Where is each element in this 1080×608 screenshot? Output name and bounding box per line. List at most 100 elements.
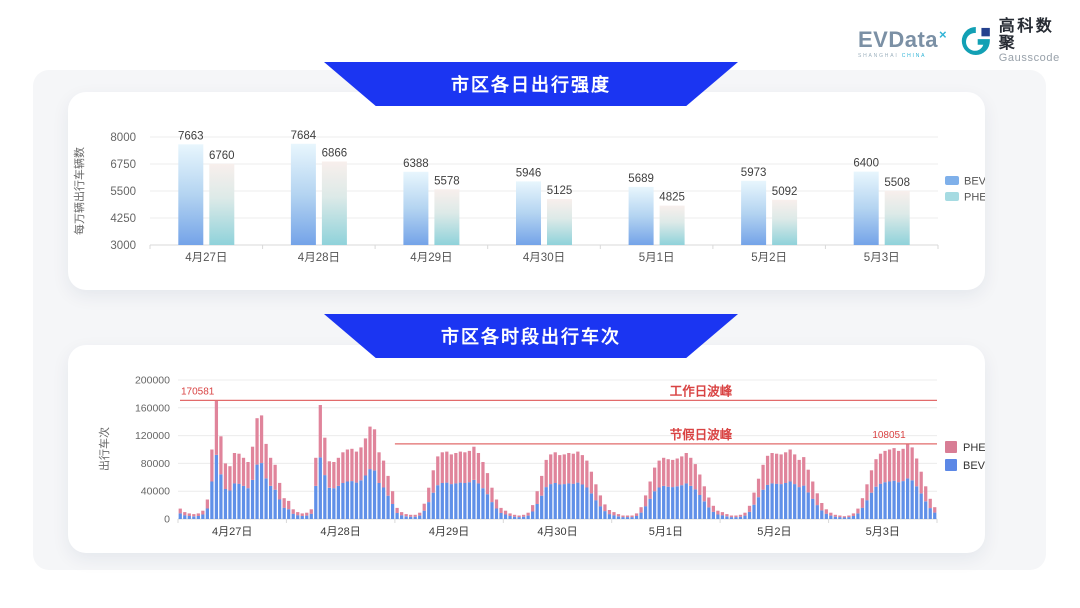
bev-bar [264, 478, 268, 519]
phev-bar [476, 453, 481, 484]
phev-bar [431, 470, 435, 493]
holiday-peak-label: 节假日波峰 [670, 427, 733, 442]
bev-bar [887, 481, 892, 519]
bev-value-label: 7684 [291, 130, 317, 142]
phev-bar [797, 459, 801, 488]
phev-bar [309, 509, 313, 514]
phev-bar [643, 495, 648, 507]
daily-intensity-card: 3000 4250 5500 6750 8000 7663 6760 4月27日 7684 686… [68, 92, 985, 290]
evdata-logo-text: EVData× [858, 26, 948, 52]
bev-bar [847, 517, 851, 519]
brand-logos: EVData× SHANGHAI CHINA 高科数聚 Gausscode [858, 18, 1072, 64]
phev-bar [210, 449, 214, 482]
bev-bar [516, 181, 541, 245]
phev-bar [255, 418, 259, 465]
bev-bar [838, 517, 842, 519]
bev-bar [743, 515, 747, 519]
bev-bar [490, 502, 494, 519]
phev-bar [684, 453, 688, 484]
gausscode-g-icon [961, 26, 990, 56]
phev-bar [214, 400, 219, 455]
x-category-label: 4月28日 [320, 526, 360, 538]
phev-bar [607, 510, 612, 515]
bev-bar [589, 493, 594, 519]
bev-bar [205, 508, 209, 519]
legend-swatch [945, 441, 957, 453]
bev-value-label: 5946 [516, 167, 542, 179]
phev-bar [458, 451, 462, 483]
bev-bar [892, 480, 896, 519]
bev-bar [734, 517, 738, 519]
phev-bar [585, 460, 589, 488]
y-tick-label: 80000 [141, 458, 170, 470]
phev-bar [806, 469, 810, 493]
bev-bar [395, 513, 399, 519]
phev-bar [666, 459, 670, 487]
phev-bar [743, 512, 747, 516]
phev-bar [499, 507, 503, 513]
x-category-label: 4月29日 [410, 252, 452, 264]
phev-bar [323, 437, 327, 476]
phev-bar [707, 497, 711, 508]
bev-bar [860, 507, 865, 519]
bev-bar [445, 482, 449, 519]
gausscode-text: 高科数聚 Gausscode [999, 18, 1072, 64]
phev-bar [209, 163, 235, 245]
bev-bar [702, 501, 706, 519]
bev-bar [698, 495, 702, 519]
phev-bar [874, 459, 878, 487]
hourly-chart-title: 市区各时段出行车次 [441, 327, 621, 347]
bev-bar [928, 508, 932, 519]
phev-bar [884, 190, 910, 245]
bev-bar [214, 455, 219, 519]
phev-bar [440, 452, 444, 483]
bev-bar [779, 484, 783, 519]
bev-bar [612, 515, 616, 519]
phev-bar [774, 453, 779, 484]
phev-bar [659, 205, 685, 245]
y-tick-label: 120000 [135, 430, 170, 442]
bev-bar [741, 180, 767, 245]
phev-bar [580, 455, 584, 485]
bev-bar [300, 516, 304, 519]
bev-bar [806, 492, 810, 519]
hourly-chart-title-banner: 市区各时段出行车次 [324, 314, 738, 358]
bev-bar [481, 488, 485, 519]
bev-bar [463, 483, 467, 519]
legend-swatch [945, 192, 959, 201]
phev-bar [296, 512, 300, 516]
phev-bar [377, 452, 381, 483]
x-category-label: 5月3日 [864, 252, 900, 264]
phev-bar [540, 475, 544, 496]
workday-peak-value: 170581 [181, 386, 215, 397]
phev-bar [449, 454, 453, 485]
bev-bar [237, 483, 241, 519]
phev-bar [919, 471, 923, 494]
bev-bar [404, 516, 408, 519]
bev-bar [413, 516, 417, 519]
bev-bar [436, 485, 440, 519]
phev-bar [558, 455, 562, 485]
phev-bar [689, 457, 693, 486]
phev-bar [246, 462, 250, 489]
phev-bar [445, 451, 449, 483]
x-category-label: 4月30日 [537, 526, 577, 538]
bev-bar [689, 486, 693, 519]
phev-bar [711, 505, 715, 512]
x-category-label: 4月27日 [185, 252, 227, 264]
phev-bar [896, 450, 901, 483]
bev-bar [503, 514, 508, 519]
phev-bar [910, 447, 914, 481]
bev-bar [824, 513, 828, 519]
phev-bar [508, 513, 512, 516]
phev-bar [291, 509, 295, 514]
bev-bar [296, 515, 300, 519]
bev-bar [747, 511, 752, 519]
bev-bar [508, 516, 512, 519]
bev-bar [531, 511, 535, 519]
phev-bar [386, 475, 390, 496]
bev-bar [562, 484, 566, 519]
phev-bar [526, 512, 530, 516]
bev-bar [576, 482, 580, 519]
legend: PHEV BEV [945, 441, 985, 472]
